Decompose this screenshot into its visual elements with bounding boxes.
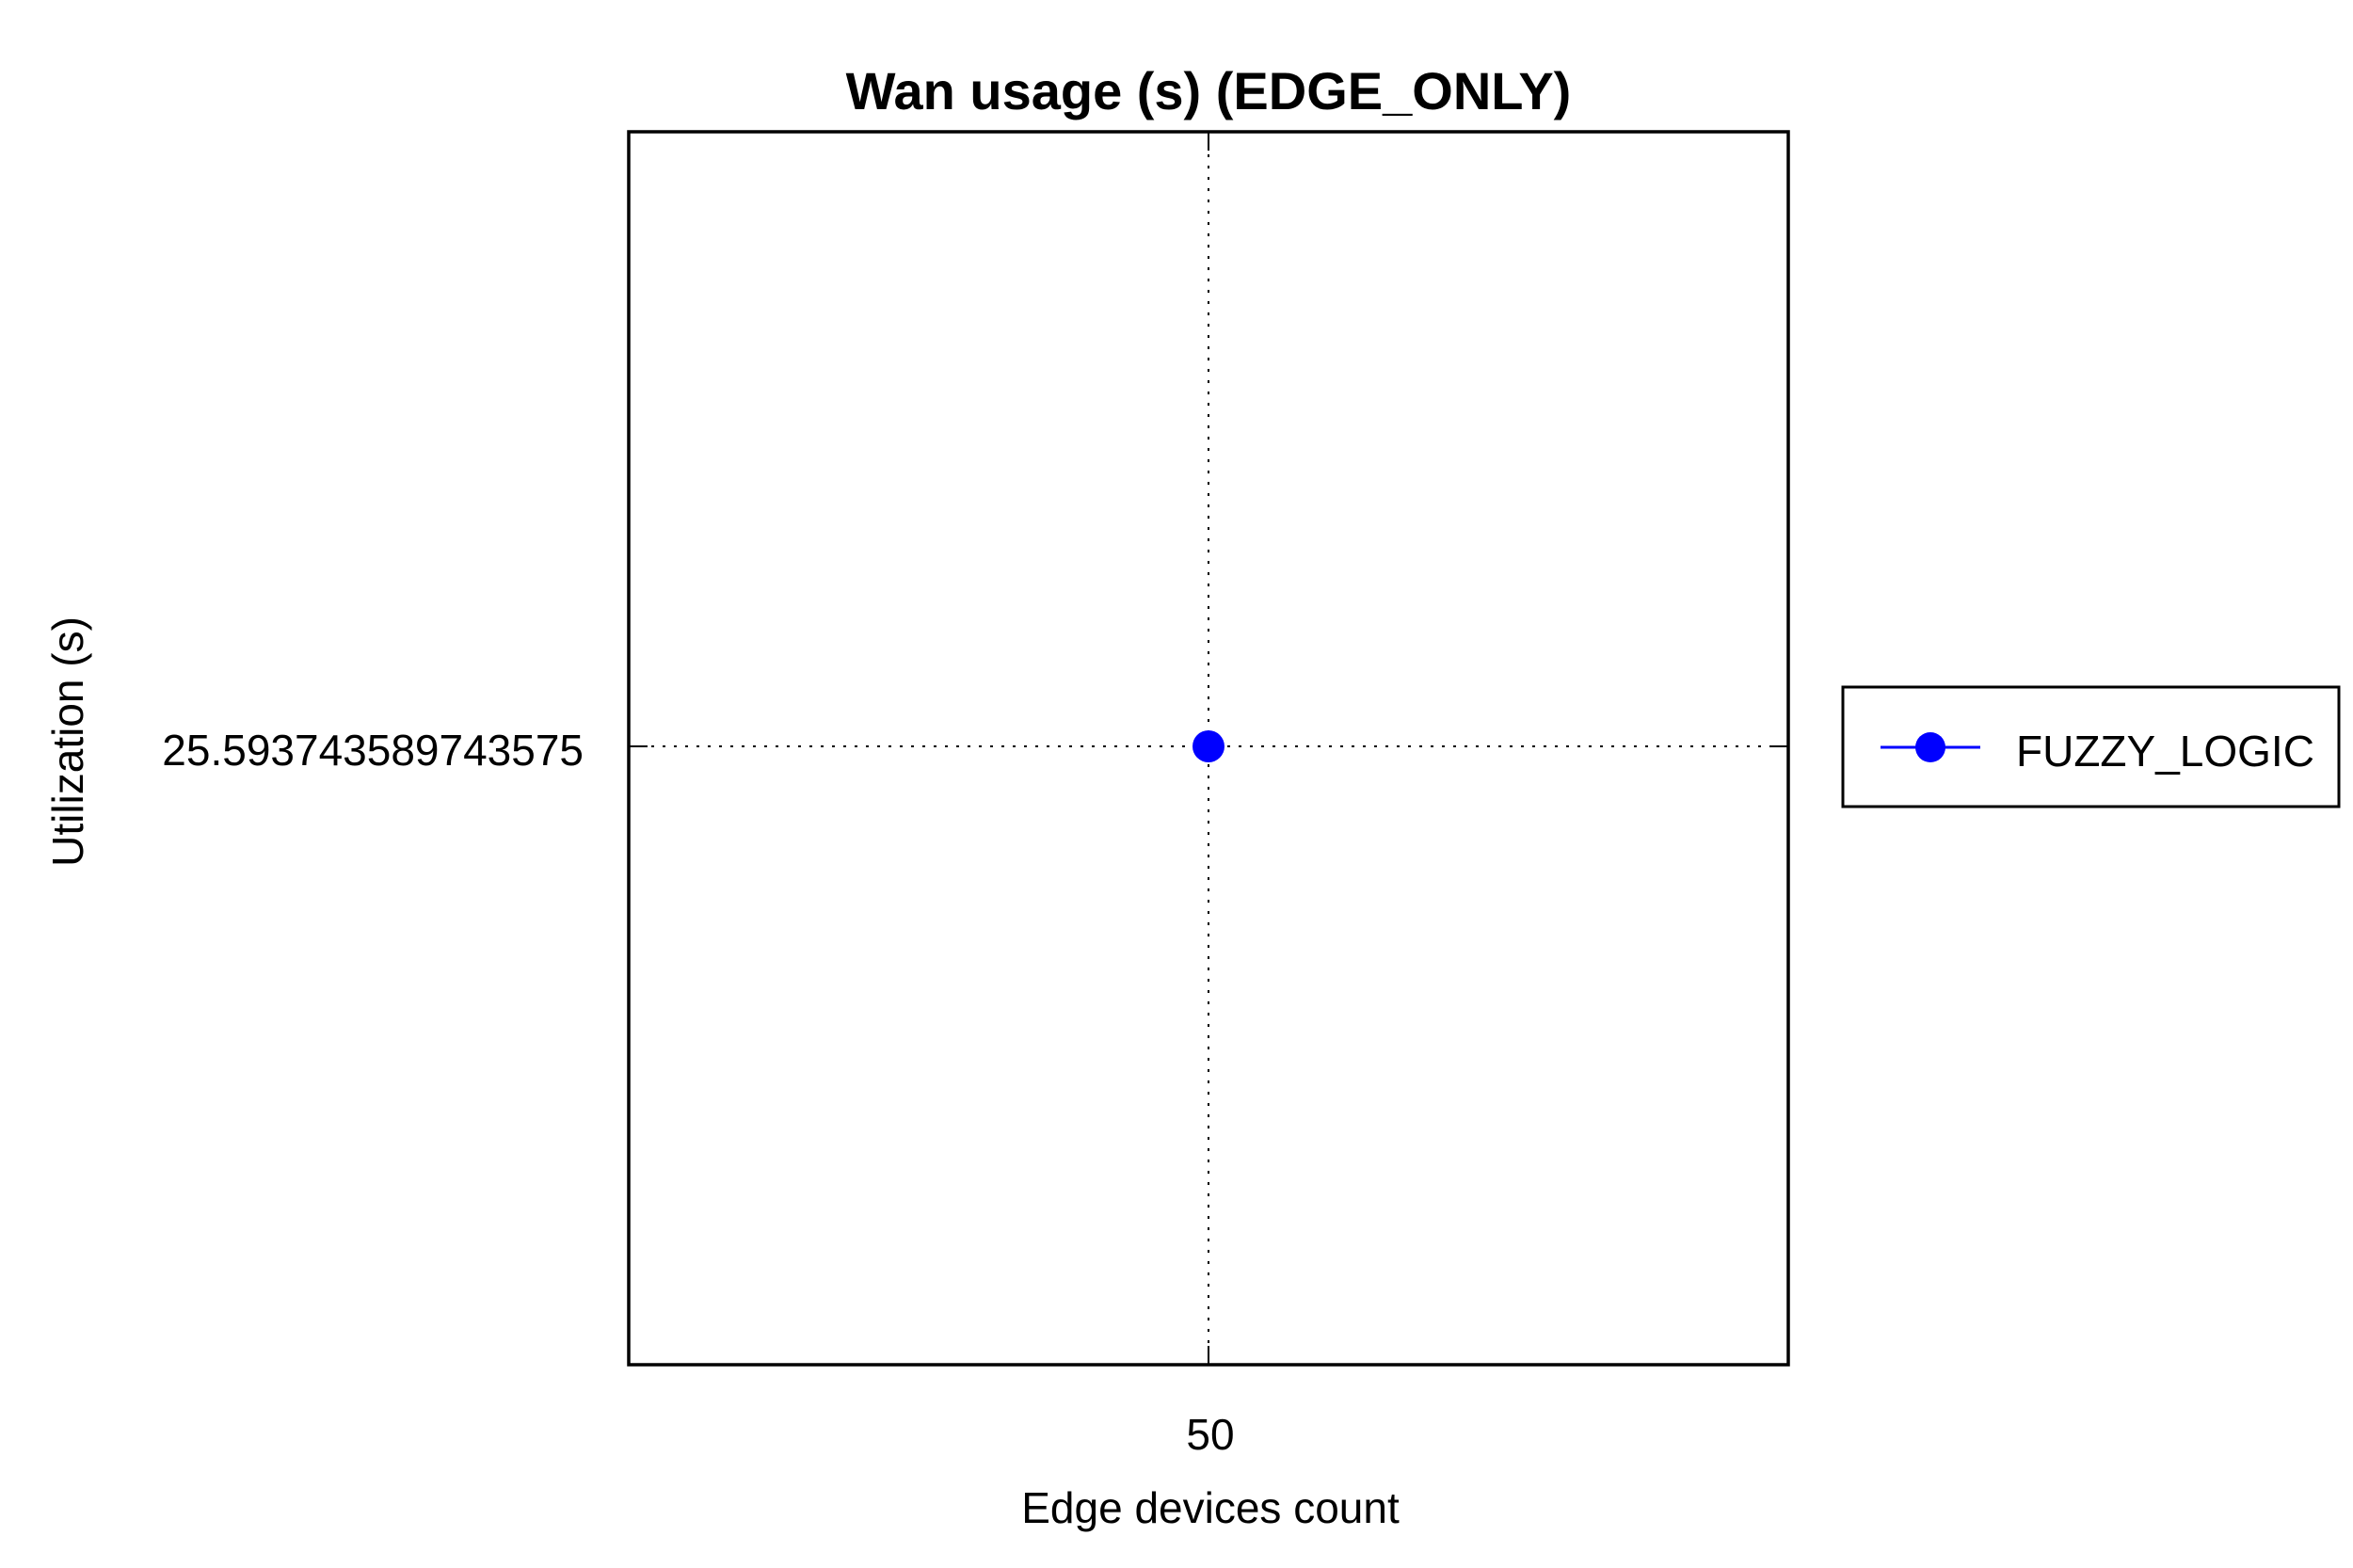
x-tick-label: 50: [1186, 1410, 1234, 1459]
x-axis-label: Edge devices count: [1021, 1483, 1400, 1532]
chart-title: Wan usage (s) (EDGE_ONLY): [846, 61, 1572, 120]
legend-marker-fuzzy-logic: [1915, 732, 1945, 762]
legend: FUZZY_LOGIC: [1841, 685, 2341, 808]
y-tick-label: 25.593743589743575: [162, 726, 584, 775]
legend-label-fuzzy-logic: FUZZY_LOGIC: [2016, 727, 2314, 776]
data-point: [1193, 730, 1225, 762]
y-axis-label: Utilization (s): [43, 616, 92, 867]
series-layer: [1193, 730, 1225, 762]
